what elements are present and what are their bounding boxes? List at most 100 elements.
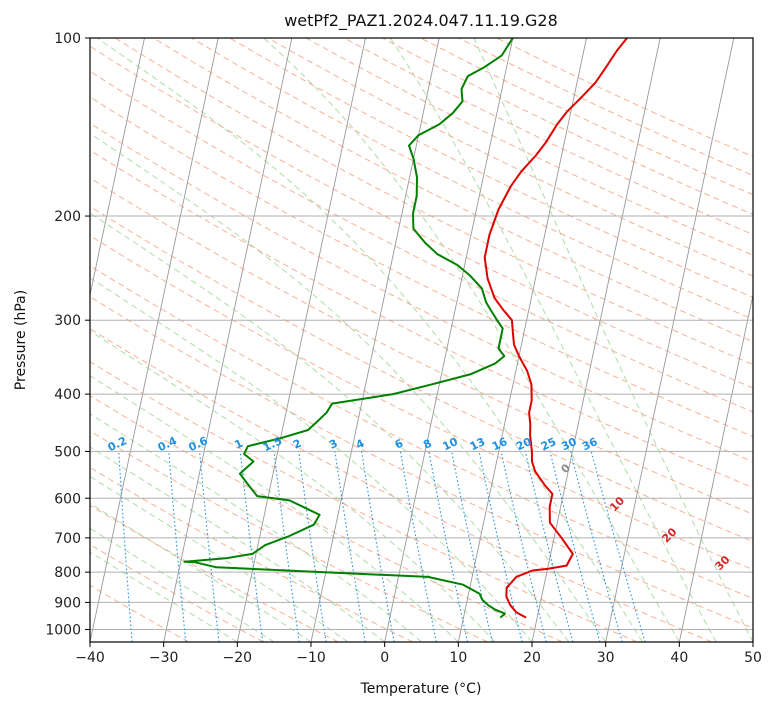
y-tick-label: 600 — [54, 491, 81, 507]
moist-adiabat-line — [90, 212, 570, 642]
y-tick-label: 500 — [54, 444, 81, 460]
mixing-ratio-line — [298, 451, 327, 642]
dry-adiabat-line — [90, 544, 264, 642]
dry-adiabat-line — [90, 122, 753, 463]
dry-adiabat-line — [90, 584, 190, 642]
dry-adiabat-line — [90, 265, 753, 600]
dry-adiabat-line — [90, 205, 753, 543]
mixing-ratio-line — [118, 451, 133, 642]
mixing-ratio-label: 10 — [441, 435, 461, 453]
moist-adiabat-line — [473, 38, 753, 642]
dry-adiabat-line — [90, 466, 414, 642]
moist-adiabat-line — [90, 527, 275, 642]
dry-adiabat-line — [382, 38, 753, 215]
dry-adiabat-line — [90, 328, 712, 642]
y-tick-label: 100 — [54, 31, 81, 47]
mixing-ratio-line — [478, 451, 523, 642]
moist-adiabats — [90, 38, 753, 642]
moist-adiabat-line — [90, 132, 607, 642]
isotherm-line — [236, 38, 366, 642]
mixing-ratio-line — [239, 451, 264, 642]
dry-adiabat-line — [90, 45, 753, 389]
temperature-profile-line — [483, 38, 628, 619]
plot-area: -100-90-80-70-60-50-40-30-20-100.10.20.4… — [0, 38, 775, 642]
x-tick-label: −10 — [296, 650, 326, 666]
mixing-ratio-label: 25 — [539, 435, 558, 453]
isotherm-line — [163, 38, 293, 642]
dry-adiabat-line — [90, 177, 753, 515]
mixing-ratio-line — [334, 451, 366, 642]
isotherm-line — [90, 38, 219, 642]
moist-adiabat-label: 10 — [607, 494, 627, 514]
y-tick-label: 400 — [54, 387, 81, 403]
moist-adiabat-line — [90, 551, 238, 642]
y-tick-label: 700 — [54, 531, 81, 547]
moist-adiabat-label: 30 — [713, 553, 733, 573]
x-tick-label: 50 — [744, 650, 762, 666]
mixing-ratio-label: 20 — [514, 435, 534, 453]
mixing-ratio-line — [549, 451, 601, 642]
mixing-ratio-label: 36 — [580, 435, 600, 453]
y-tick-label: 300 — [54, 313, 81, 329]
dry-adiabat-line — [496, 38, 753, 158]
dry-adiabat-line — [90, 430, 488, 642]
mixing-ratio-label: 16 — [490, 435, 510, 453]
moist-adiabat-label: 40 — [766, 578, 775, 598]
moist-adiabat-line — [90, 502, 312, 642]
sounding-profiles — [183, 38, 628, 619]
moist-adiabat-line — [90, 375, 459, 642]
dry-adiabat-line — [191, 38, 753, 320]
y-tick-label: 200 — [54, 209, 81, 225]
mixing-ratio-lines — [118, 451, 646, 642]
moist-adiabat-line — [90, 475, 349, 642]
dry-adiabats — [90, 38, 753, 642]
mixing-ratio-line — [500, 451, 547, 642]
chart-title: wetPf2_PAZ1.2024.047.11.19.G28 — [284, 11, 558, 31]
x-tick-label: 0 — [380, 650, 389, 666]
mixing-ratio-label: 13 — [468, 435, 487, 453]
dry-adiabat-line — [90, 149, 753, 489]
x-tick-label: 40 — [670, 650, 688, 666]
isotherm-line — [678, 292, 753, 642]
dry-adiabat-line — [90, 361, 638, 642]
dry-adiabat-line — [90, 296, 753, 629]
moist-adiabat-line — [90, 413, 422, 642]
x-tick-label: 30 — [597, 650, 615, 666]
mixing-ratio-line — [199, 451, 220, 642]
x-tick-label: −20 — [223, 650, 253, 666]
dry-adiabat-line — [90, 504, 339, 642]
mixing-ratio-line — [399, 451, 437, 642]
isotherm-line — [0, 38, 71, 642]
dry-adiabat-line — [229, 38, 753, 298]
x-tick-label: 10 — [449, 650, 467, 666]
y-tick-label: 800 — [54, 565, 81, 581]
isotherm-line — [531, 38, 661, 642]
mixing-ratio-line — [570, 451, 623, 642]
mixing-ratio-line — [168, 451, 187, 642]
mixing-ratio-label: 8 — [421, 437, 433, 452]
isotherm-line — [752, 639, 753, 642]
moist-adiabat-line — [96, 38, 643, 642]
mixing-ratio-line — [590, 451, 646, 642]
moist-adiabat-line — [90, 277, 533, 642]
y-tick-label: 1000 — [45, 622, 81, 638]
mixing-ratio-label: 3 — [327, 437, 339, 452]
dry-adiabat-line — [153, 38, 753, 343]
mixing-ratio-line — [524, 451, 574, 642]
x-tick-label: −30 — [149, 650, 179, 666]
y-axis-ticks: 100 200 300 400 500 600 700 800 900 1000 — [45, 31, 90, 638]
isotherm-line — [90, 38, 145, 297]
isotherms — [0, 38, 753, 642]
y-tick-label: 900 — [54, 595, 81, 611]
x-tick-label: 20 — [523, 650, 541, 666]
dewpoint-profile-line — [183, 38, 514, 619]
mixing-ratio-line — [361, 451, 395, 642]
mixing-ratio-label: 30 — [559, 435, 579, 453]
moist-adiabat-line — [90, 446, 385, 642]
dry-adiabat-line — [90, 70, 753, 413]
moist-adiabat-line — [90, 330, 496, 642]
isopleth-labels: -100-90-80-70-60-50-40-30-20-100.10.20.4… — [106, 434, 775, 598]
dry-adiabat-line — [420, 38, 753, 196]
moist-adiabat-line — [389, 38, 717, 642]
